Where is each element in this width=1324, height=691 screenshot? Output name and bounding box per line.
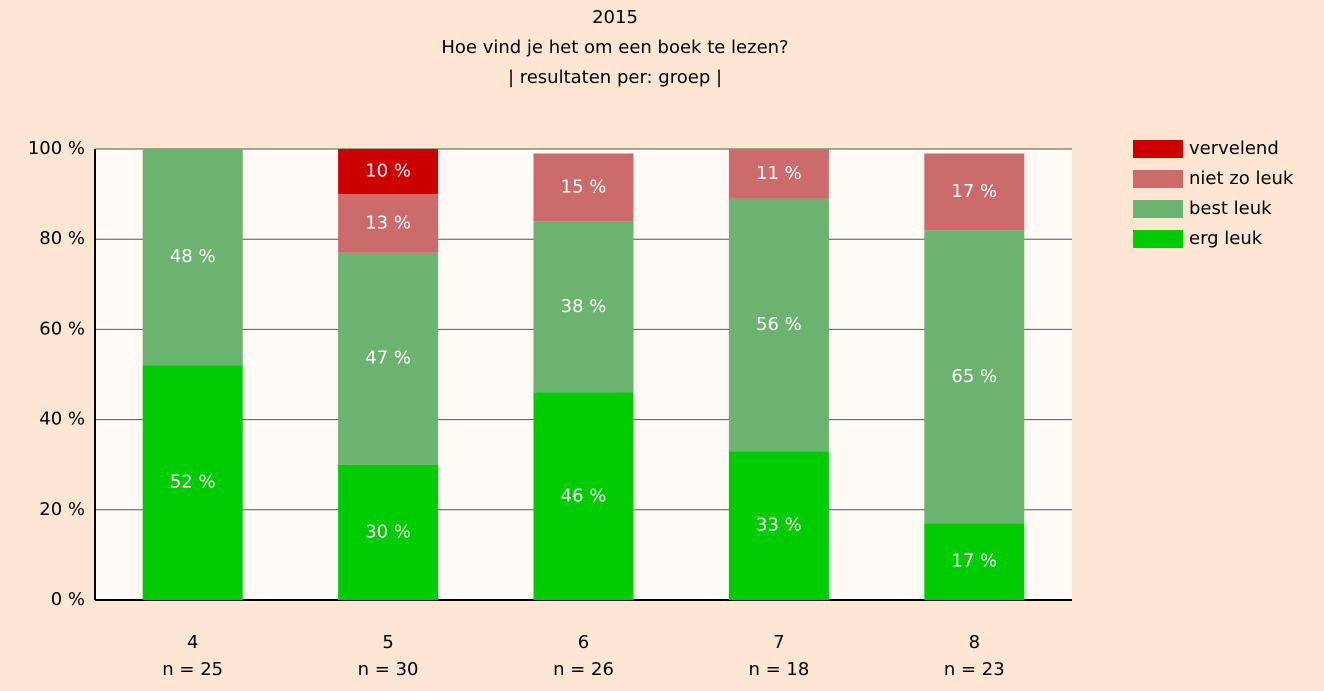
- legend-label: erg leuk: [1189, 228, 1263, 249]
- legend-label: vervelend: [1189, 138, 1279, 159]
- value-label: 10 %: [365, 161, 411, 182]
- x-tick-sublabel: n = 30: [358, 659, 419, 680]
- value-label: 13 %: [365, 212, 411, 233]
- value-label: 56 %: [756, 314, 802, 335]
- value-label: 30 %: [365, 521, 411, 542]
- value-label: 47 %: [365, 348, 411, 369]
- x-tick-label: 5: [382, 632, 393, 653]
- bar-segment: [533, 392, 634, 600]
- bar-segment: [533, 221, 634, 393]
- x-tick-label: 7: [773, 632, 784, 653]
- value-label: 33 %: [756, 515, 802, 536]
- legend-swatch: [1133, 200, 1183, 218]
- chart-title: | resultaten per: groep |: [508, 67, 722, 88]
- legend-swatch: [1133, 140, 1183, 158]
- value-label: 48 %: [170, 246, 216, 267]
- y-tick-label: 80 %: [39, 228, 85, 249]
- x-tick-sublabel: n = 23: [944, 659, 1005, 680]
- chart-title: Hoe vind je het om een boek te lezen?: [441, 37, 788, 58]
- bar-segment: [338, 464, 439, 600]
- x-tick-label: 8: [969, 632, 980, 653]
- x-tick-sublabel: n = 18: [748, 659, 809, 680]
- bar-segment: [728, 149, 829, 199]
- y-tick-label: 0 %: [51, 589, 85, 610]
- y-tick-label: 20 %: [39, 499, 85, 520]
- bar-segment: [924, 523, 1025, 600]
- y-tick-label: 60 %: [39, 318, 85, 339]
- bar-segment: [142, 365, 243, 600]
- value-label: 15 %: [561, 176, 607, 197]
- bar-segment: [338, 194, 439, 253]
- value-label: 65 %: [951, 366, 997, 387]
- legend-label: best leuk: [1189, 198, 1272, 219]
- x-tick-sublabel: n = 26: [553, 659, 614, 680]
- legend-swatch: [1133, 230, 1183, 248]
- bar-segment: [142, 149, 243, 366]
- y-tick-label: 100 %: [28, 138, 85, 159]
- bar-segment: [924, 153, 1025, 231]
- value-label: 11 %: [756, 163, 802, 184]
- bar-segment: [338, 252, 439, 465]
- value-label: 38 %: [561, 296, 607, 317]
- x-tick-sublabel: n = 25: [162, 659, 223, 680]
- bar-segment: [924, 230, 1025, 524]
- bar-segment: [338, 149, 439, 195]
- bar-segment: [533, 153, 634, 222]
- y-tick-label: 40 %: [39, 409, 85, 430]
- x-tick-label: 6: [578, 632, 589, 653]
- value-label: 17 %: [951, 551, 997, 572]
- x-tick-label: 4: [187, 632, 198, 653]
- value-label: 17 %: [951, 181, 997, 202]
- legend-swatch: [1133, 170, 1183, 188]
- value-label: 52 %: [170, 472, 216, 493]
- value-label: 46 %: [561, 485, 607, 506]
- chart-title: 2015: [592, 7, 638, 28]
- bar-segment: [728, 198, 829, 452]
- bar-segment: [728, 451, 829, 600]
- legend-label: niet zo leuk: [1189, 168, 1294, 189]
